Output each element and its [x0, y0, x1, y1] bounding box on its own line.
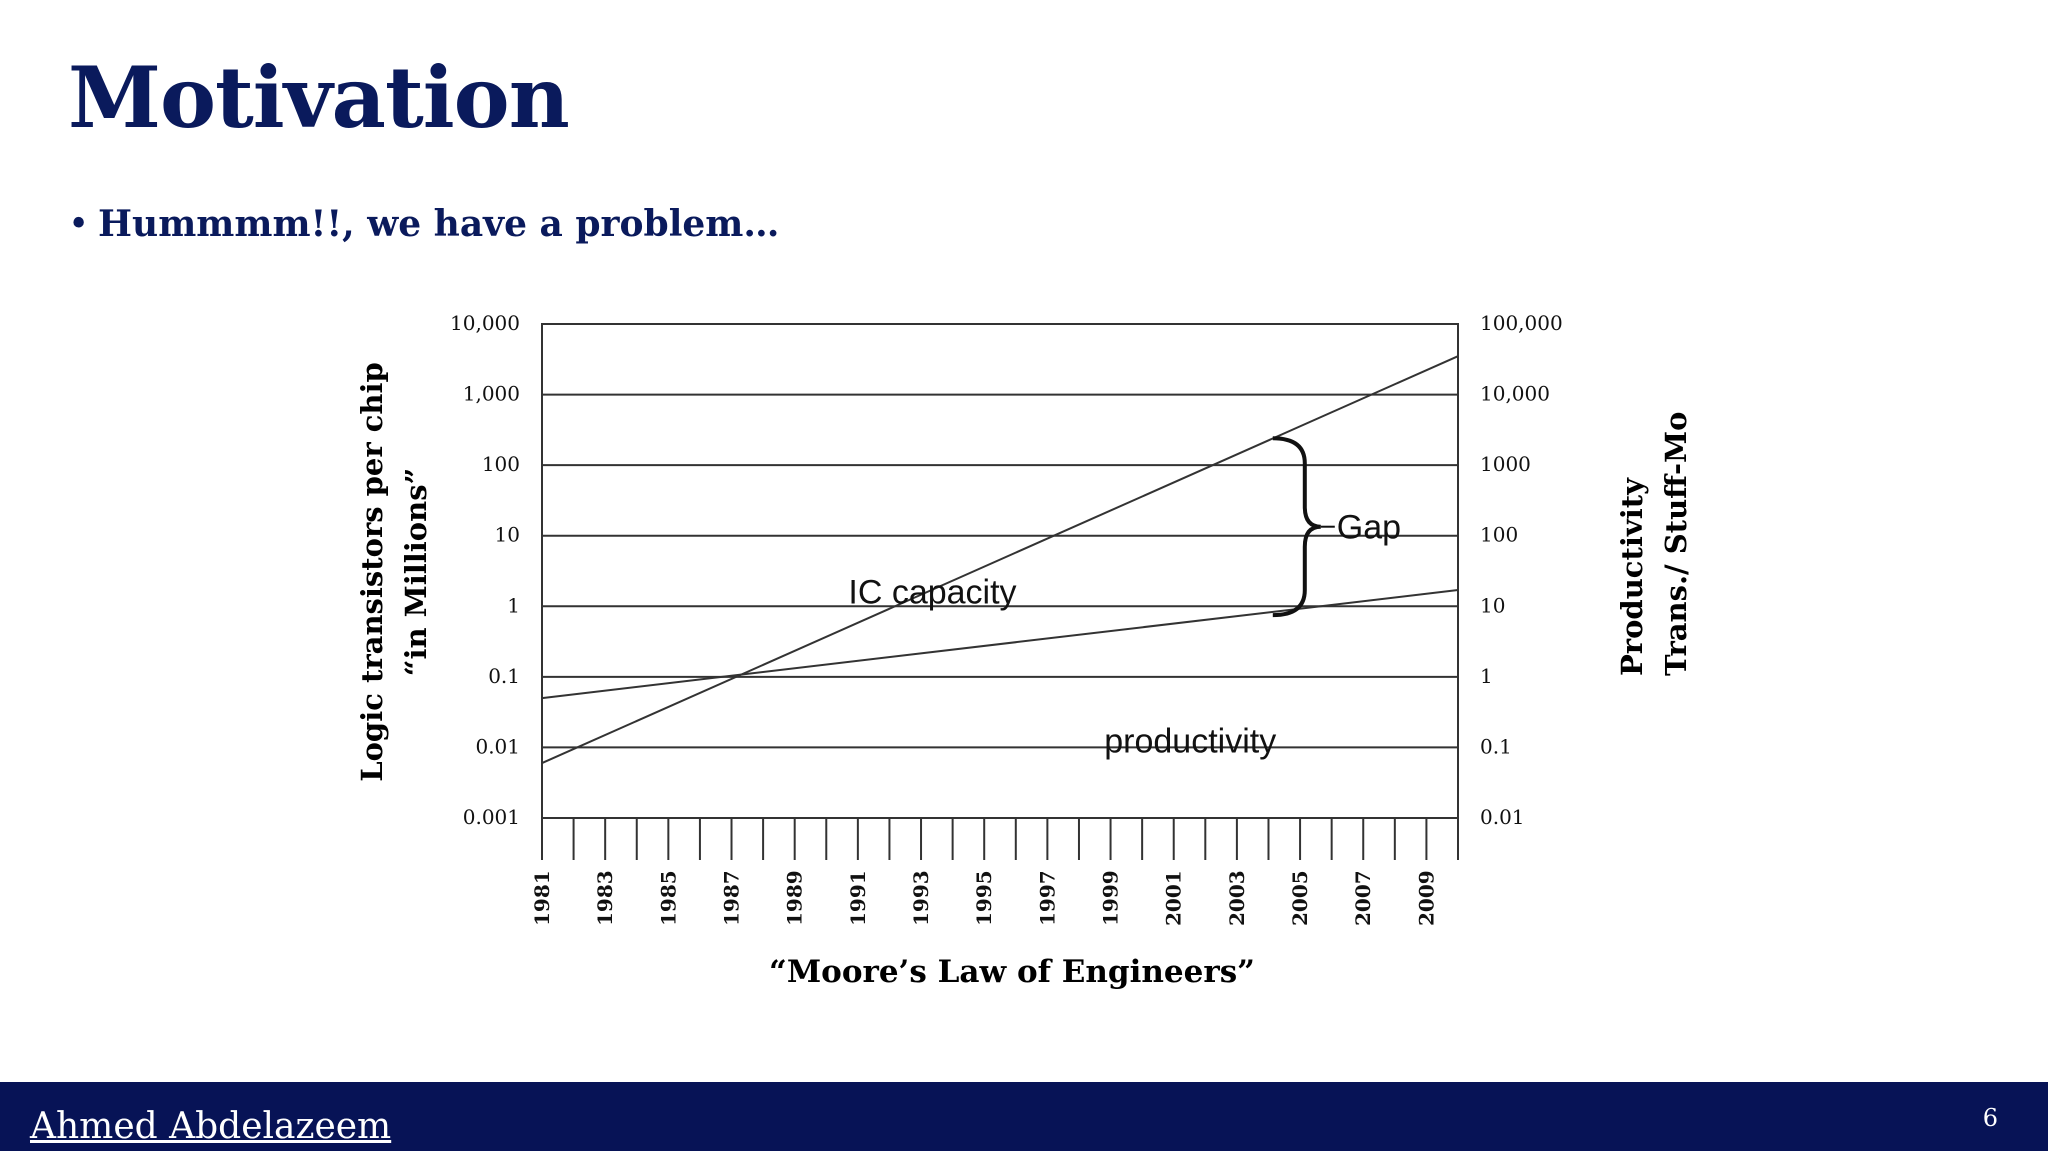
x-tick-label: 2003	[1225, 870, 1249, 926]
x-tick-label: 1997	[1035, 870, 1059, 926]
y-right-tick-label: 0.01	[1480, 805, 1525, 829]
footer-bar: Ahmed Abdelazeem 6	[0, 1082, 2048, 1151]
x-tick-label: 2009	[1414, 870, 1438, 926]
y-left-tick-label: 100	[482, 452, 520, 476]
annotation-gap: Gap	[1337, 509, 1401, 547]
bullet-item: • Hummmm!!, we have a problem…	[68, 206, 779, 243]
y-right-tick-label: 1000	[1480, 452, 1531, 476]
x-tick-label: 1983	[593, 870, 617, 926]
x-tick-label: 1995	[972, 870, 996, 926]
x-tick-label: 2001	[1162, 870, 1186, 926]
x-tick-label: 1981	[530, 870, 554, 926]
y-right-tick-label: 100,000	[1480, 311, 1563, 335]
y-left-tick-label: 0.001	[463, 805, 520, 829]
slide-title: Motivation	[68, 48, 570, 147]
y-left-axis-title: Logic transistors per chip	[355, 362, 389, 782]
y-right-tick-label: 0.1	[1480, 734, 1512, 758]
y-right-tick-label: 10,000	[1480, 382, 1550, 406]
y-right-tick-label: 100	[1480, 523, 1518, 547]
y-left-axis-subtitle: “in Millions”	[399, 468, 433, 676]
plot-frame	[541, 323, 1459, 819]
x-tick-label: 1987	[720, 870, 744, 926]
y-left-tick-label: 10,000	[450, 311, 520, 335]
x-tick-label: 1991	[846, 870, 870, 926]
annotation-productivity: productivity	[1104, 722, 1276, 760]
y-left-tick-label: 0.01	[475, 734, 520, 758]
y-right-axis-title: Productivity	[1615, 477, 1649, 676]
y-right-tick-label: 10	[1480, 593, 1505, 617]
series-line-ic-capacity	[541, 355, 1459, 764]
x-tick-label: 1985	[656, 870, 680, 926]
y-left-tick-label: 0.1	[488, 664, 520, 688]
x-tick-label: 2005	[1288, 870, 1312, 926]
y-right-axis-subtitle: Trans./ Stuff-Mo	[1659, 412, 1693, 676]
series-line-productivity	[541, 589, 1459, 700]
x-axis-title: “Moore’s Law of Engineers”	[769, 954, 1255, 990]
y-left-tick-label: 1	[507, 593, 520, 617]
author-link[interactable]: Ahmed Abdelazeem	[30, 1106, 392, 1147]
bullet-text: Hummmm!!, we have a problem…	[98, 203, 780, 245]
page-number: 6	[1982, 1104, 1998, 1132]
bullet-icon: •	[68, 204, 90, 245]
x-tick-label: 1993	[909, 870, 933, 926]
x-tick-label: 1999	[1099, 870, 1123, 926]
y-left-tick-label: 1,000	[463, 382, 520, 406]
y-right-tick-label: 1	[1480, 664, 1493, 688]
y-left-tick-label: 10	[495, 523, 520, 547]
x-tick-label: 2007	[1351, 870, 1375, 926]
annotation-ic-capacity: IC capacity	[848, 573, 1016, 611]
x-tick-label: 1989	[783, 870, 807, 926]
